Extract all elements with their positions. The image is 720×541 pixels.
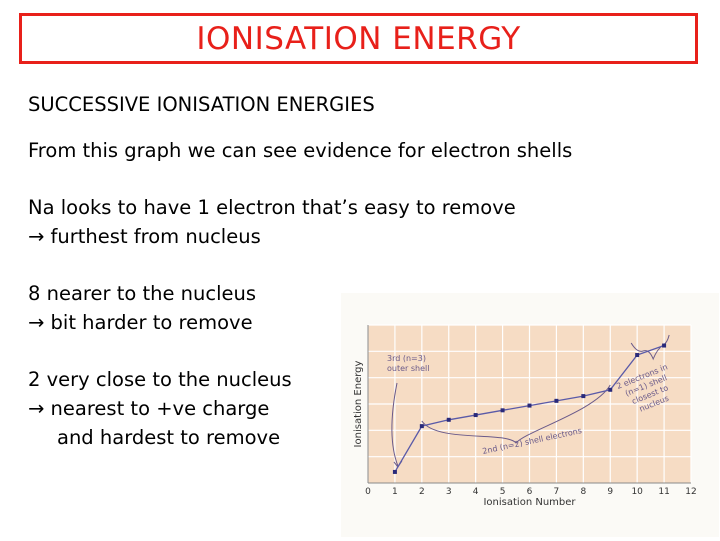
- text-line-7: → nearest to +ve charge: [28, 397, 270, 420]
- x-tick-label: 1: [392, 487, 398, 497]
- x-tick-label: 5: [500, 487, 506, 497]
- title-box: IONISATION ENERGY: [19, 13, 698, 64]
- annotation-arrow: [391, 382, 399, 467]
- text-line-5: → bit harder to remove: [28, 311, 253, 334]
- data-point: [392, 469, 397, 474]
- slide-subtitle: SUCCESSIVE IONISATION ENERGIES: [28, 93, 375, 116]
- chart-svg: 0 1 2 3 4 5 6 7 8 9 10 11 12 Ionisation Number Ionis…: [341, 293, 719, 537]
- x-tick-label: 2: [419, 487, 425, 497]
- x-tick-labels: 0 1 2 3 4 5 6 7 8 9 10 11 12: [365, 487, 697, 497]
- data-point: [635, 353, 640, 358]
- x-tick-label: 10: [631, 487, 643, 497]
- series-line: [392, 343, 667, 474]
- annotation-brace-shell-2: [421, 384, 611, 444]
- x-tick-label: 11: [658, 487, 669, 497]
- data-point: [419, 424, 424, 429]
- annotation-outer-shell-label: outer shell: [387, 364, 429, 373]
- text-line-3: → furthest from nucleus: [28, 225, 261, 248]
- ionisation-chart: 0 1 2 3 4 5 6 7 8 9 10 11 12 Ionisation Number Ionis…: [341, 293, 719, 537]
- data-point: [446, 417, 451, 422]
- x-tick-label: 7: [554, 487, 560, 497]
- slide-title: IONISATION ENERGY: [196, 21, 521, 57]
- data-point: [608, 387, 613, 392]
- x-tick-label: 4: [473, 487, 479, 497]
- x-tick-label: 8: [580, 487, 586, 497]
- x-tick-label: 6: [527, 487, 533, 497]
- data-point: [473, 413, 478, 418]
- text-line-6: 2 very close to the nucleus: [28, 368, 292, 391]
- data-point: [500, 408, 505, 413]
- text-line-8: and hardest to remove: [57, 426, 281, 449]
- data-point: [527, 403, 532, 408]
- text-line-4: 8 nearer to the nucleus: [28, 282, 257, 305]
- x-tick-label: 0: [365, 487, 371, 497]
- x-axis-label: Ionisation Number: [483, 497, 576, 508]
- x-tick-label: 3: [446, 487, 452, 497]
- x-tick-label: 12: [685, 487, 696, 497]
- annotation-brace-shell-1: [630, 334, 670, 361]
- y-axis-label: Ionisation Energy: [353, 360, 364, 447]
- data-point: [554, 398, 559, 403]
- annotation-outer-shell-label: 3rd (n=3): [387, 354, 426, 363]
- data-point: [581, 394, 586, 399]
- text-line-2: Na looks to have 1 electron that’s easy …: [28, 196, 516, 219]
- text-line-1: From this graph we can see evidence for …: [28, 139, 573, 162]
- data-point: [662, 343, 667, 348]
- x-tick-label: 9: [607, 487, 613, 497]
- axes: [367, 325, 691, 484]
